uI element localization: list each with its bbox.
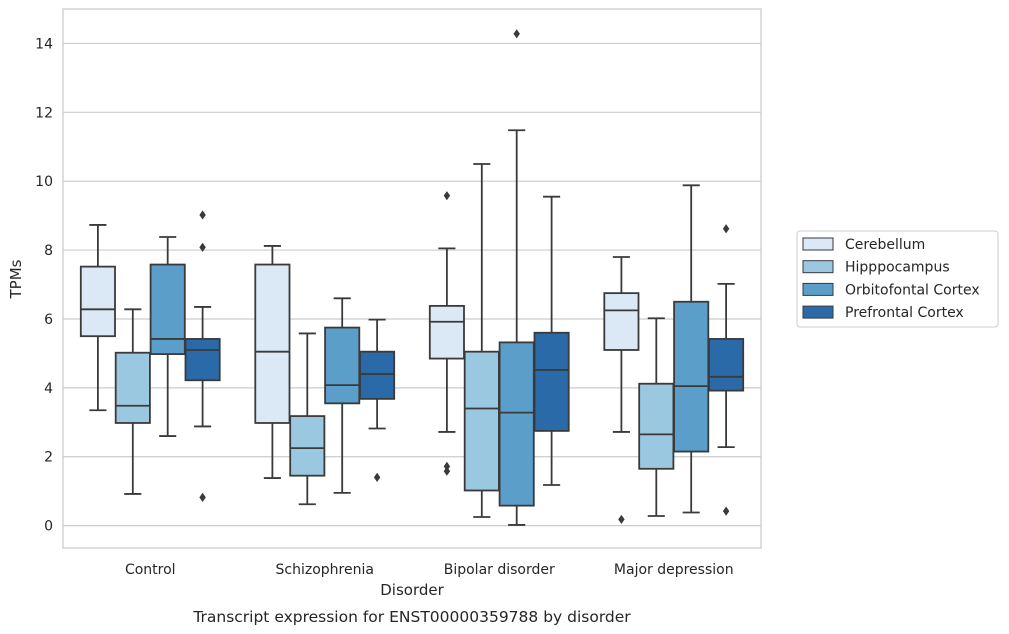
box-group [428, 191, 465, 476]
box-group [463, 163, 500, 518]
box-iqr [603, 292, 640, 351]
legend-swatch [802, 260, 834, 274]
x-tick-labels: Control Schizophrenia Bipolar disorder Majo… [125, 562, 734, 578]
outlier-point [443, 191, 451, 201]
y-tick-label: 8 [44, 243, 53, 259]
box-iqr [254, 263, 291, 424]
y-tick-label: 2 [44, 450, 53, 466]
box-group [673, 184, 710, 514]
y-tick-label: 0 [44, 519, 53, 535]
plot-frame [62, 8, 762, 549]
box-group [289, 332, 326, 506]
box-group [114, 308, 151, 495]
legend-label: Hipppocampus [845, 260, 950, 276]
outlier-point [722, 224, 730, 234]
box-group [638, 317, 675, 517]
box-group [184, 210, 221, 502]
outlier-point [722, 506, 730, 516]
y-axis-label: TPMs [7, 259, 25, 299]
y-tick-label: 6 [44, 312, 53, 328]
x-tick-label: Major depression [614, 562, 734, 578]
x-tick-label: Control [125, 562, 176, 578]
box-iqr [708, 338, 745, 392]
y-tick-label: 12 [35, 105, 53, 121]
box-iqr [673, 300, 710, 453]
legend-frame [796, 230, 999, 328]
y-tick-label: 14 [35, 36, 53, 52]
box-iqr [498, 341, 535, 507]
box-iqr [428, 304, 465, 360]
box-group [498, 29, 535, 526]
box-iqr [359, 350, 396, 400]
legend-label: Orbitofontal Cortex [845, 282, 980, 298]
y-tick-label: 4 [44, 381, 53, 397]
box-iqr [324, 326, 361, 405]
legend-label: Cerebellum [845, 237, 925, 253]
legend-swatch [802, 237, 834, 251]
box-group [359, 318, 396, 482]
box-group [79, 224, 116, 412]
chart-caption: Transcript expression for ENST0000035978… [192, 608, 631, 626]
outlier-point [618, 514, 625, 525]
y-tick-labels: 0 2 4 6 8 10 12 14 [35, 36, 53, 534]
legend-swatch [802, 282, 834, 296]
box-iqr [79, 265, 116, 338]
x-tick-label: Bipolar disorder [444, 562, 555, 578]
box-iqr [149, 263, 186, 355]
outlier-point [199, 210, 206, 220]
box-group [708, 224, 745, 516]
outlier-point [443, 466, 451, 476]
outlier-point [199, 492, 206, 502]
outlier-point [373, 472, 381, 482]
x-tick-label: Schizophrenia [276, 562, 374, 578]
box-iqr [114, 351, 151, 424]
box-iqr [533, 331, 570, 432]
outlier-point [443, 461, 451, 471]
box-iqr [463, 350, 500, 492]
x-axis-label: Disorder [380, 581, 444, 599]
box-iqr [184, 338, 221, 382]
box-group [254, 245, 291, 479]
box-group [603, 256, 640, 525]
legend-swatch [802, 305, 834, 319]
outlier-point [199, 242, 206, 252]
legend: Cerebellum Hipppocampus Orbitofontal Corte… [796, 230, 999, 328]
outlier-point [513, 29, 520, 39]
legend-items: Cerebellum Hipppocampus Orbitofontal Corte… [802, 237, 980, 321]
legend-label: Prefrontal Cortex [845, 305, 964, 321]
box-group [149, 236, 186, 437]
box-iqr [638, 382, 675, 470]
box-elements [79, 29, 745, 526]
y-tick-label: 10 [35, 174, 53, 190]
box-iqr [289, 415, 326, 477]
box-group [533, 195, 570, 486]
